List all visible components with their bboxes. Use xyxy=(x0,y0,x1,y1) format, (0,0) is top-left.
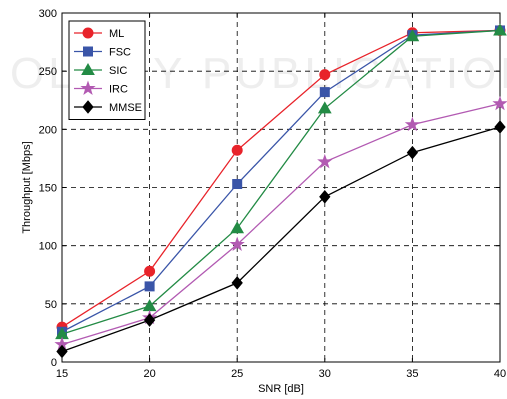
legend-label-fsc: FSC xyxy=(109,47,131,59)
axis-ticks: 15 20 25 30 35 40 0 50 100 150 200 250 300 xyxy=(39,8,506,380)
legend-marker-irc xyxy=(80,80,96,95)
series-line-ml xyxy=(61,29,501,328)
data-point-ml xyxy=(319,69,331,81)
y-axis-label: Throughput [Mbps] xyxy=(21,141,33,233)
y-tick-label: 250 xyxy=(39,66,57,78)
y-tick-label: 0 xyxy=(51,357,57,369)
data-point-fsc xyxy=(232,179,243,190)
legend-label-irc: IRC xyxy=(109,84,128,96)
y-tick-label: 50 xyxy=(45,299,57,311)
x-tick-label: 30 xyxy=(319,368,331,380)
data-point-irc xyxy=(229,236,245,251)
data-point-mmse xyxy=(56,344,68,359)
y-tick-label: 150 xyxy=(39,183,57,195)
data-point-mmse xyxy=(143,313,156,327)
data-point-sic xyxy=(493,23,507,36)
legend-marker-mmse xyxy=(82,100,94,114)
legend-label-mmse: MMSE xyxy=(109,102,142,114)
data-point-sic xyxy=(405,29,420,42)
series-line-sic xyxy=(61,29,501,335)
data-point-irc xyxy=(317,153,333,169)
x-tick-label: 20 xyxy=(143,368,155,380)
legend-marker-fsc xyxy=(83,46,93,57)
x-tick-label: 25 xyxy=(231,368,243,380)
data-point-fsc xyxy=(319,87,330,98)
legend-marker-sic xyxy=(81,62,95,75)
legend-label-ml: ML xyxy=(109,28,124,40)
data-point-ml xyxy=(231,144,243,156)
legend: ML FSC SIC IRC MMSE xyxy=(68,20,146,120)
x-tick-label: 35 xyxy=(406,368,418,380)
data-point-sic xyxy=(317,101,332,114)
x-tick-label: 40 xyxy=(494,368,506,380)
legend-item-mmse: MMSE xyxy=(74,100,142,114)
x-axis-label: SNR [dB] xyxy=(258,383,304,395)
data-point-ml xyxy=(144,265,156,277)
legend-item-sic: SIC xyxy=(74,62,127,77)
data-point-irc xyxy=(492,95,507,111)
series-line-fsc xyxy=(61,29,501,333)
legend-marker-ml xyxy=(82,27,94,39)
legend-item-irc: IRC xyxy=(74,80,128,96)
y-tick-label: 300 xyxy=(39,8,57,20)
series-sic xyxy=(55,23,507,340)
x-tick-label: 15 xyxy=(56,368,68,380)
data-point-mmse xyxy=(406,145,419,160)
data-point-irc xyxy=(404,116,421,132)
y-tick-label: 200 xyxy=(39,124,57,136)
series-mmse xyxy=(56,120,506,359)
data-point-mmse xyxy=(494,120,506,134)
series-line-irc xyxy=(61,103,501,346)
data-point-mmse xyxy=(231,276,243,290)
legend-item-fsc: FSC xyxy=(74,46,131,59)
data-point-fsc xyxy=(144,281,155,292)
series-irc xyxy=(54,95,507,352)
legend-label-sic: SIC xyxy=(109,65,127,77)
data-point-sic xyxy=(230,221,245,234)
legend-item-ml: ML xyxy=(74,27,124,40)
data-point-mmse xyxy=(319,190,331,204)
series-layer xyxy=(54,23,507,359)
series-line-mmse xyxy=(61,126,501,353)
y-tick-label: 100 xyxy=(39,241,57,253)
